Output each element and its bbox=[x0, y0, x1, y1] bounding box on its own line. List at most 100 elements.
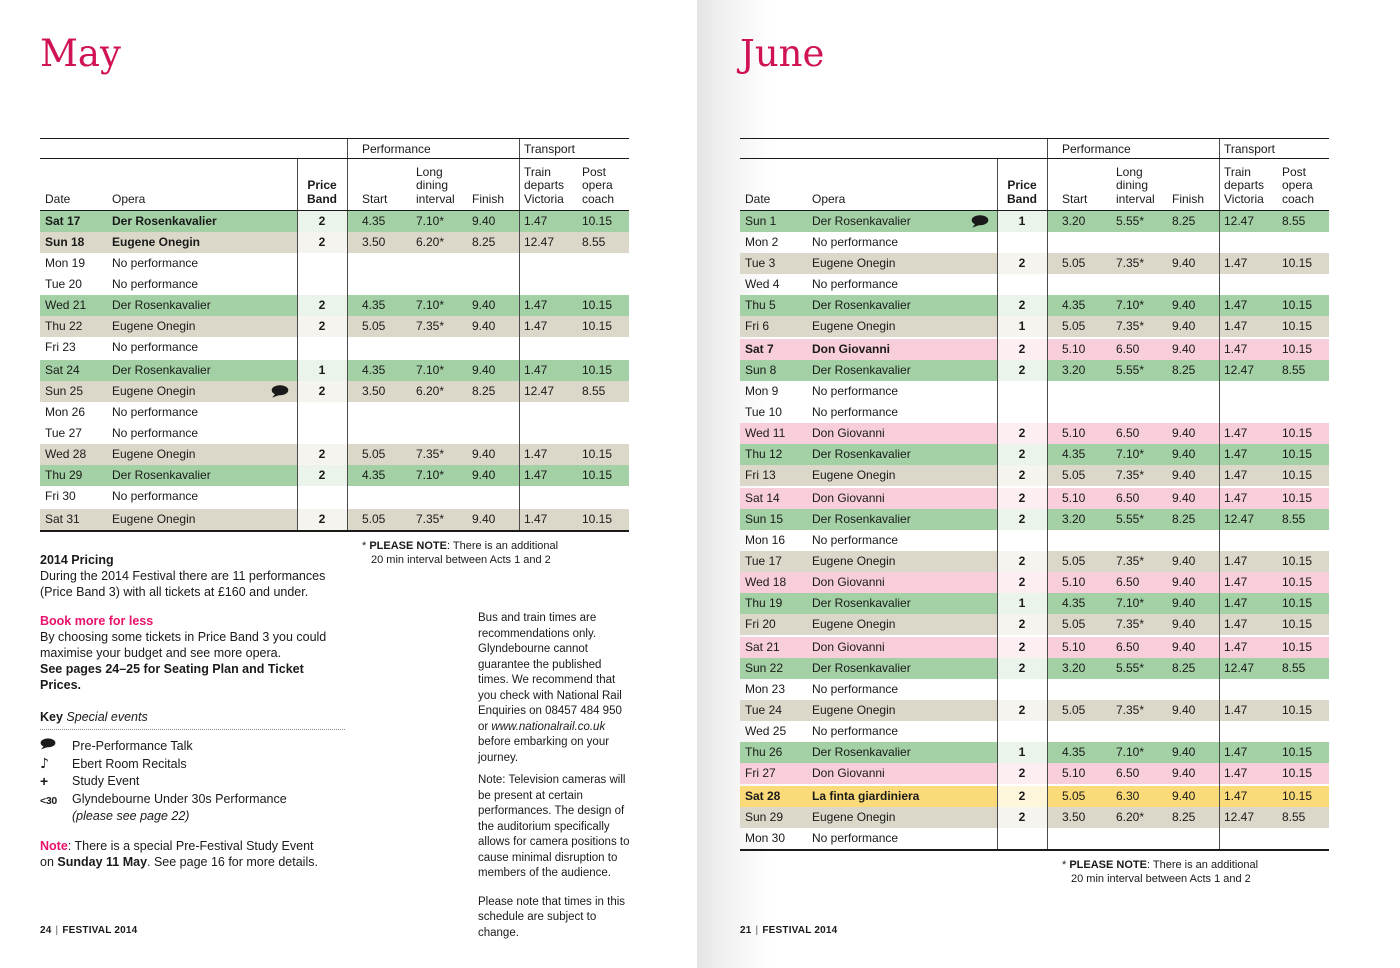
coach-time: 10.15 bbox=[1282, 554, 1313, 568]
train-time: 12.47 bbox=[524, 384, 555, 398]
interval-time: 7.35* bbox=[1116, 617, 1145, 631]
interval-time: 6.50 bbox=[1116, 426, 1140, 440]
coach-time: 10.15 bbox=[582, 319, 613, 333]
date-cell: Mon 9 bbox=[745, 384, 779, 398]
transport-cell: 1.47 10.15 bbox=[1219, 700, 1329, 721]
opera-cell: No performance bbox=[112, 277, 199, 291]
date-opera-cell: Mon 23 No performance bbox=[740, 679, 997, 700]
opera-cell: Eugene Onegin bbox=[112, 235, 201, 249]
train-time: 1.47 bbox=[524, 319, 548, 333]
date-cell: Tue 20 bbox=[45, 277, 82, 291]
coach-time: 10.15 bbox=[582, 468, 613, 482]
transport-cell: 1.47 10.15 bbox=[1219, 316, 1329, 337]
opera-cell: Don Giovanni bbox=[812, 426, 885, 440]
table-divider bbox=[297, 211, 298, 530]
pricing-heading: 2014 Pricing bbox=[40, 553, 114, 567]
start-header: Start bbox=[362, 191, 388, 206]
finish-time: 9.40 bbox=[1172, 447, 1196, 461]
price-band-cell bbox=[997, 530, 1047, 551]
coach-time: 10.15 bbox=[1282, 575, 1313, 589]
bus-train-note: Bus and train times are recommendations … bbox=[478, 612, 622, 764]
coach-time: 8.55 bbox=[582, 235, 606, 249]
price-band-cell bbox=[297, 486, 347, 507]
date-cell: Tue 10 bbox=[745, 405, 782, 419]
date-cell: Wed 18 bbox=[745, 575, 787, 589]
price-band-cell: 1 bbox=[297, 360, 347, 381]
performance-cell bbox=[1047, 402, 1219, 423]
start-time: 3.20 bbox=[1062, 661, 1086, 675]
price-band-cell: 2 bbox=[997, 614, 1047, 635]
coach-time: 10.15 bbox=[1282, 617, 1313, 631]
transport-cell: 12.47 8.55 bbox=[1219, 658, 1329, 679]
opera-cell: Der Rosenkavalier bbox=[812, 745, 911, 759]
opera-cell: Eugene Onegin bbox=[112, 319, 196, 333]
start-time: 5.05 bbox=[1062, 468, 1086, 482]
schedule-row: Thu 12 Der Rosenkavalier 2 4.35 7.10* 9.40 1.4… bbox=[740, 444, 1329, 465]
train-time: 1.47 bbox=[1224, 447, 1248, 461]
train-time: 12.47 bbox=[1224, 661, 1255, 675]
transport-cell: 12.47 8.55 bbox=[1219, 360, 1329, 381]
price-band-cell: 2 bbox=[997, 700, 1047, 721]
date-cell: Sun 1 bbox=[745, 214, 777, 228]
price-band-cell: 2 bbox=[997, 509, 1047, 530]
interval-time: 7.35* bbox=[1116, 468, 1145, 482]
finish-time: 8.25 bbox=[472, 235, 496, 249]
key-item-label: Ebert Room Recitals bbox=[72, 756, 187, 771]
finish-time: 8.25 bbox=[1172, 661, 1196, 675]
opera-cell: No performance bbox=[112, 405, 199, 419]
train-time: 1.47 bbox=[1224, 703, 1248, 717]
price-band-cell: 1 bbox=[997, 593, 1047, 614]
performance-cell: 5.10 6.50 9.40 bbox=[1047, 572, 1219, 593]
date-opera-cell: Tue 20 No performance bbox=[40, 274, 297, 295]
transport-cell bbox=[1219, 828, 1329, 849]
date-opera-cell: Sun 1 Der Rosenkavalier bbox=[740, 211, 997, 232]
schedule-row: Tue 20 No performance bbox=[40, 274, 629, 295]
month-title-may: May bbox=[40, 32, 121, 75]
start-time: 3.20 bbox=[1062, 363, 1086, 377]
table-divider bbox=[297, 159, 298, 210]
date-cell: Wed 21 bbox=[45, 298, 87, 312]
interval-time: 6.50 bbox=[1116, 640, 1140, 654]
date-opera-cell: Sat 17 Der Rosenkavalier bbox=[40, 211, 297, 232]
transport-cell bbox=[519, 337, 629, 358]
book-more-line: By choosing some tickets in Price Band 3… bbox=[40, 630, 327, 644]
schedule-row: Tue 17 Eugene Onegin 2 5.05 7.35* 9.40 1.47 10.… bbox=[740, 551, 1329, 572]
finish-time: 9.40 bbox=[1172, 640, 1196, 654]
train-time: 1.47 bbox=[524, 468, 548, 482]
date-opera-cell: Sun 29 Eugene Onegin bbox=[740, 807, 997, 828]
price-band-cell bbox=[297, 337, 347, 358]
performance-cell bbox=[347, 402, 519, 423]
date-opera-cell: Fri 6 Eugene Onegin bbox=[740, 316, 997, 337]
train-time: 12.47 bbox=[1224, 214, 1255, 228]
date-cell: Thu 5 bbox=[745, 298, 776, 312]
opera-cell: No performance bbox=[112, 256, 199, 270]
schedule-row: Mon 16 No performance bbox=[740, 530, 1329, 551]
start-time: 5.10 bbox=[1062, 766, 1086, 780]
key-item-label: Study Event bbox=[72, 774, 140, 788]
transport-cell: 1.47 10.15 bbox=[1219, 444, 1329, 465]
coach-time: 10.15 bbox=[1282, 447, 1313, 461]
schedule-row: Tue 10 No performance bbox=[740, 402, 1329, 423]
date-opera-cell: Sun 18 Eugene Onegin bbox=[40, 232, 297, 253]
start-time: 5.05 bbox=[1062, 319, 1086, 333]
price-band-cell: 2 bbox=[997, 658, 1047, 679]
opera-cell: Don Giovanni bbox=[812, 640, 885, 654]
performance-cell: 5.05 7.35* 9.40 bbox=[347, 444, 519, 465]
price-band-cell: 2 bbox=[297, 295, 347, 316]
date-header: Date bbox=[45, 191, 71, 206]
date-opera-cell: Fri 27 Don Giovanni bbox=[740, 763, 997, 784]
performance-cell bbox=[1047, 274, 1219, 295]
schedule-row: Fri 27 Don Giovanni 2 5.10 6.50 9.40 1.47 10.15 bbox=[740, 763, 1329, 784]
train-time: 1.47 bbox=[524, 214, 548, 228]
please-note-footnote: * PLEASE NOTE: There is an additional 20 … bbox=[362, 540, 559, 566]
page-footer: 24 | FESTIVAL 2014 bbox=[40, 925, 138, 936]
performance-cell: 5.05 7.35* 9.40 bbox=[1047, 551, 1219, 572]
schedule-row: Mon 26 No performance bbox=[40, 402, 629, 423]
price-band-cell: 2 bbox=[997, 253, 1047, 274]
key-item: <30 Glyndebourne Under 30s Performance bbox=[40, 791, 345, 809]
price-band-cell: 2 bbox=[297, 509, 347, 530]
performance-cell bbox=[347, 337, 519, 358]
price-band-cell: 2 bbox=[297, 232, 347, 253]
price-band-cell bbox=[297, 402, 347, 423]
interval-header: Long dining interval bbox=[1116, 164, 1155, 206]
